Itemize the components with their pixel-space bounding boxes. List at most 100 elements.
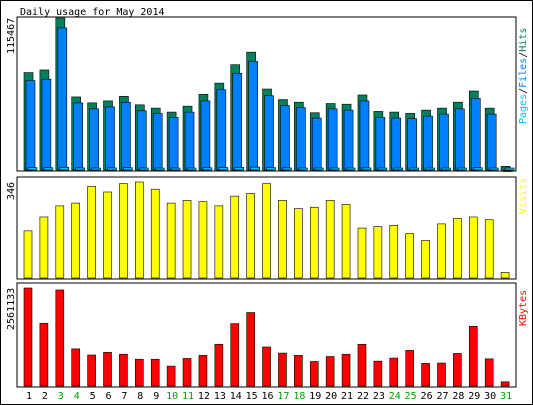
day-label: 20	[325, 391, 337, 402]
files-bar	[184, 111, 195, 171]
pages-bar	[282, 167, 292, 171]
kbytes-bar	[389, 357, 399, 387]
y-max-label-top: 115467	[6, 18, 17, 54]
day-label: 5	[90, 391, 96, 402]
files-bar	[57, 27, 68, 171]
day-label: 4	[74, 391, 80, 402]
files-bar	[486, 113, 497, 171]
visits-bar	[103, 191, 112, 279]
visits-bar	[230, 195, 240, 279]
day-label: 9	[153, 391, 159, 402]
day-label: 30	[484, 391, 496, 402]
day-label: 21	[341, 391, 353, 402]
files-bar	[41, 78, 52, 171]
files-bar	[264, 95, 274, 171]
day-label: 23	[373, 391, 385, 402]
pages-bar	[170, 167, 181, 171]
visits-bar	[309, 206, 319, 279]
visits-bar	[182, 200, 192, 279]
visits-bar	[357, 227, 367, 279]
files-bar	[359, 100, 370, 171]
y-max-label-bottom: 2561133	[6, 288, 17, 330]
pages-bar	[425, 167, 435, 171]
visits-bar	[214, 205, 224, 279]
pages-bar	[123, 167, 133, 171]
day-label: 19	[309, 391, 321, 402]
files-bar	[105, 106, 115, 171]
pages-bar	[377, 167, 388, 171]
pages-bar	[250, 166, 260, 171]
pages-bar	[218, 167, 229, 171]
visits-bar	[278, 200, 287, 279]
kbytes-bar	[87, 354, 96, 387]
day-label: 18	[293, 391, 305, 402]
files-bar	[343, 109, 354, 171]
kbytes-bar	[325, 356, 335, 387]
pages-bar	[345, 167, 356, 171]
visits-bar	[389, 224, 399, 279]
pages-bar	[361, 167, 372, 171]
day-label: 16	[262, 391, 274, 402]
kbytes-bar	[309, 361, 319, 387]
pages-bar	[409, 167, 419, 171]
kbytes-bar	[373, 360, 383, 387]
pages-bar	[472, 167, 483, 171]
day-label: 13	[214, 391, 226, 402]
day-label: 29	[468, 391, 480, 402]
files-bar	[152, 113, 163, 171]
day-label: 15	[246, 391, 258, 402]
files-bar	[216, 89, 227, 171]
visits-bar	[373, 226, 383, 279]
pages-bar	[313, 167, 324, 171]
pages-bar	[27, 167, 38, 171]
visits-bar	[150, 188, 160, 279]
pages-bar	[91, 167, 101, 171]
legend-pages-files-hits: Pages/Files/Hits	[518, 28, 529, 124]
visits-bar	[198, 201, 208, 279]
files-bar	[232, 72, 243, 171]
pages-bar	[441, 167, 451, 171]
pages-bar	[139, 167, 149, 171]
pages-bar	[393, 167, 404, 171]
kbytes-bar	[453, 353, 462, 387]
legend-hits: Hits	[518, 28, 529, 52]
pages-bar	[329, 167, 340, 171]
pages-bar	[186, 167, 197, 171]
kbytes-bar	[405, 350, 414, 387]
pages-bar	[298, 167, 308, 171]
files-bar	[248, 61, 258, 171]
pages-bar	[202, 167, 213, 171]
kbytes-bar	[198, 355, 208, 387]
files-bar	[73, 102, 84, 171]
day-label: 28	[452, 391, 464, 402]
kbytes-bar	[421, 363, 430, 387]
files-bar	[25, 80, 36, 171]
day-label: 11	[182, 391, 194, 402]
visits-bar	[119, 183, 128, 279]
visits-bar	[453, 218, 462, 279]
files-bar	[470, 98, 481, 171]
visits-bar	[262, 183, 271, 279]
day-label: 25	[405, 391, 417, 402]
kbytes-bar	[71, 348, 81, 387]
files-bar	[423, 115, 433, 171]
visits-bar	[55, 205, 65, 279]
day-label: 27	[436, 391, 448, 402]
day-label: 3	[58, 391, 64, 402]
files-bar	[280, 105, 290, 171]
legend-kbytes: KBytes	[518, 290, 529, 326]
kbytes-bar	[294, 355, 303, 387]
day-label: 31	[500, 391, 512, 402]
visits-bar	[484, 219, 494, 279]
kbytes-bar	[357, 343, 367, 387]
files-bar	[327, 108, 338, 171]
files-bar	[296, 107, 306, 171]
legend-pages: Pages	[518, 94, 529, 124]
kbytes-bar	[182, 358, 192, 387]
pages-bar	[488, 167, 499, 171]
day-label: 1	[26, 391, 32, 402]
visits-bar	[87, 186, 96, 279]
visits-bar	[246, 193, 255, 279]
day-label: 14	[230, 391, 242, 402]
